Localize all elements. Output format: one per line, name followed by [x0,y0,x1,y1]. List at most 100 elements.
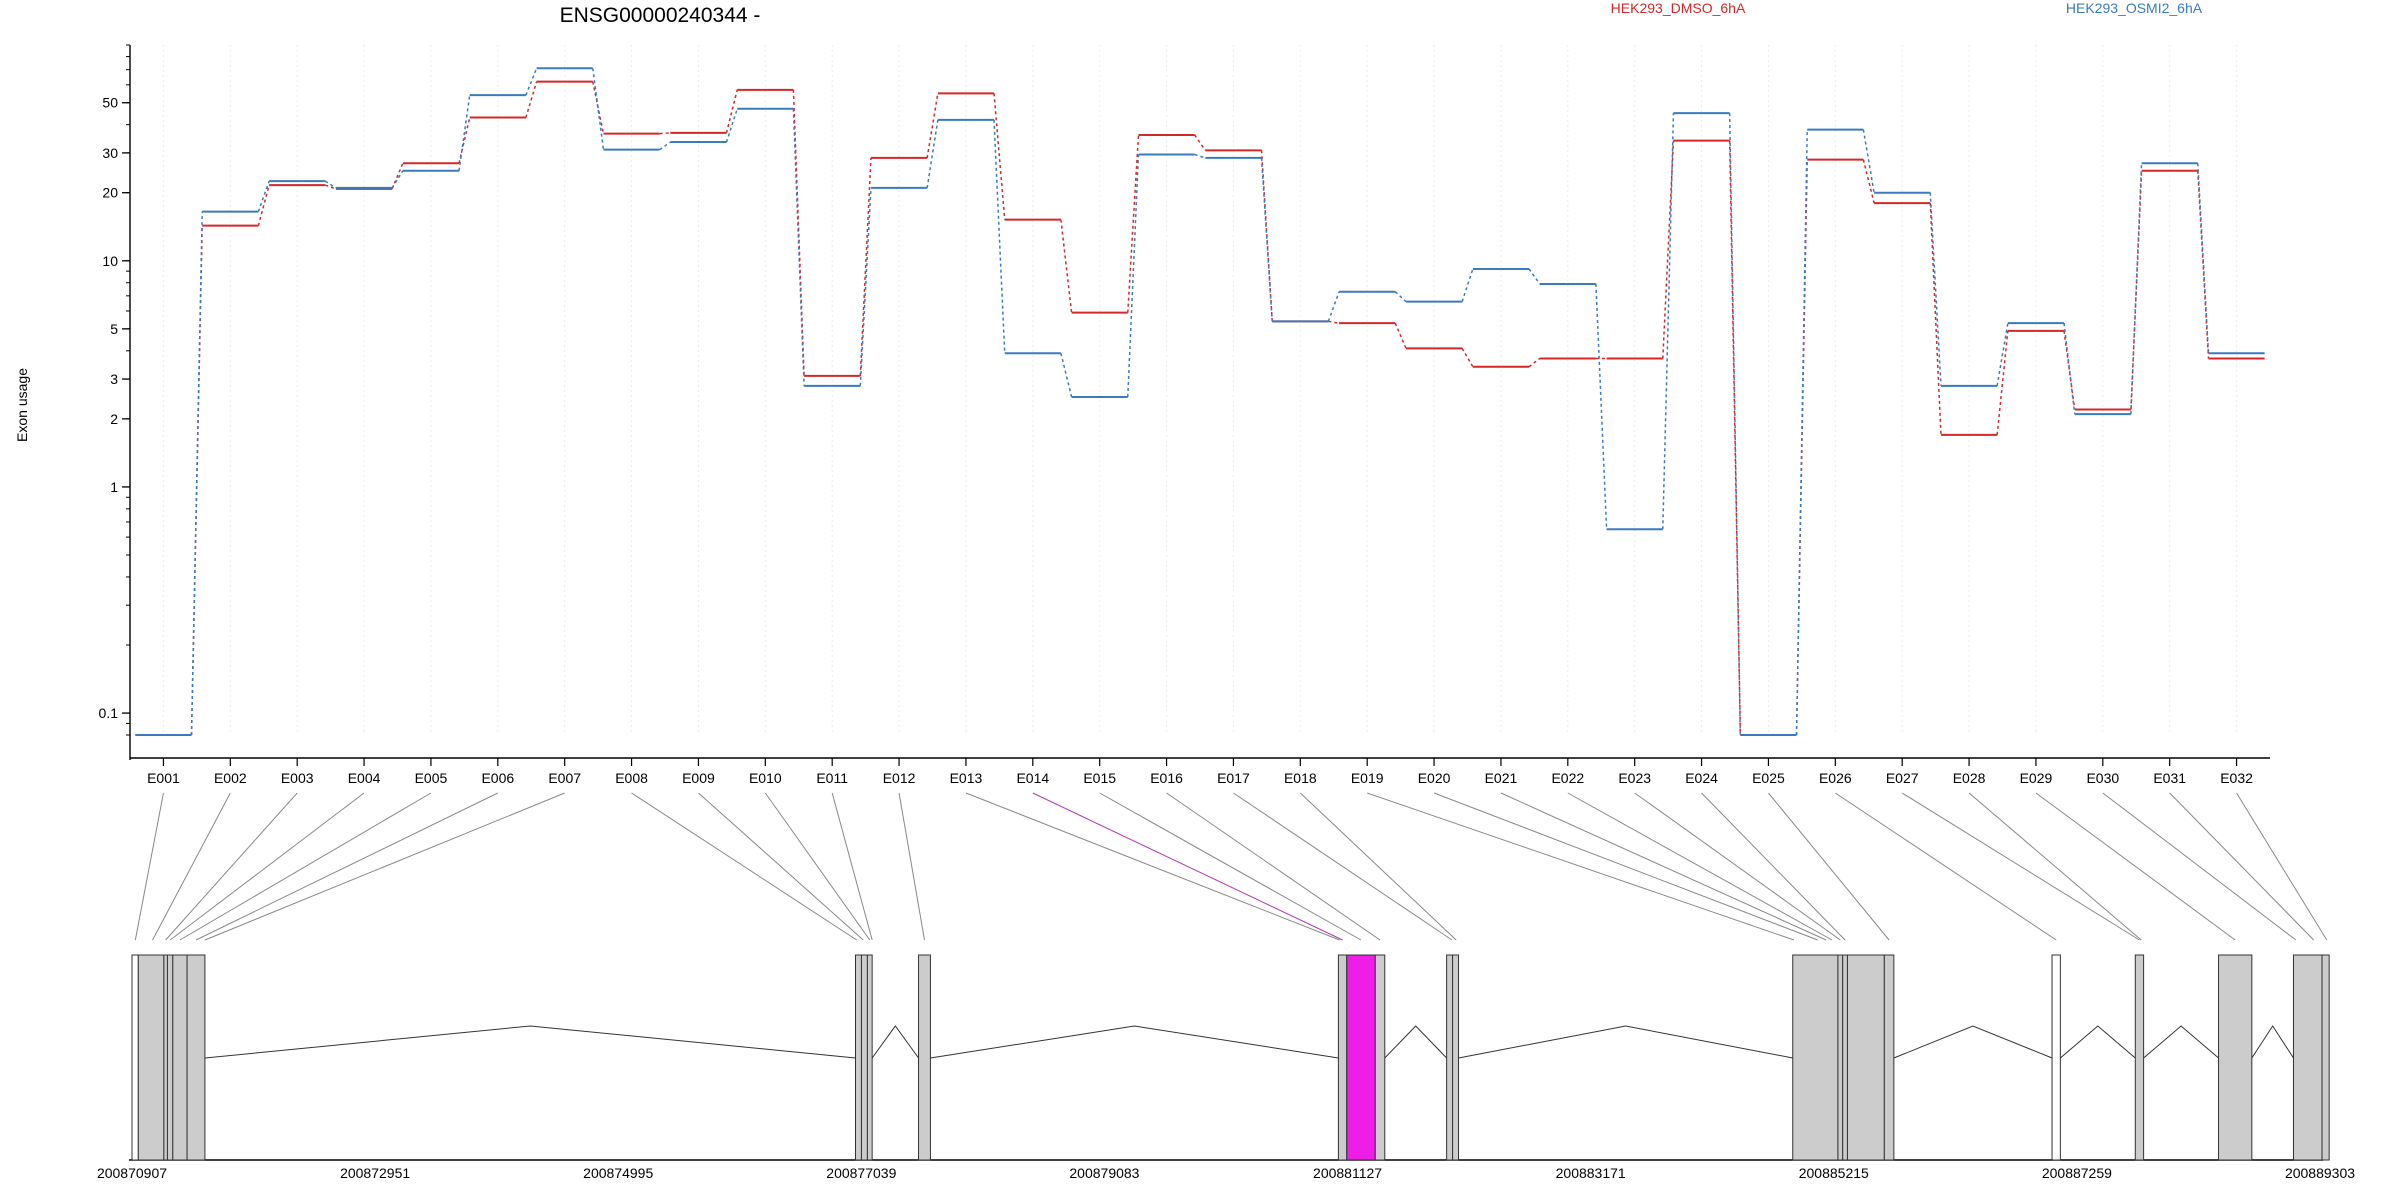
x-tick-label: E004 [348,770,381,786]
connector-line [1127,134,1140,313]
grid-layer [162,45,2238,735]
connector-line [257,184,270,226]
y-tick-label: 20 [102,185,118,201]
exon-box [166,954,174,1161]
exon-link-line [898,792,925,941]
gene-model: 200870907 200872951 200874995 200877039 2008… [97,954,2355,1181]
coordinate-label: 200889303 [2285,1165,2355,1181]
x-tick-label: E022 [1551,770,1584,786]
legend-entry-dmso: HEK293_DMSO_6hA [1611,0,1746,16]
connector-line [1862,159,1875,204]
connector-line [1728,113,1742,736]
exon-link-line [152,792,231,941]
x-tick-label: E024 [1685,770,1718,786]
coordinate-label: 200870907 [97,1165,167,1181]
series-1 [135,67,2265,736]
x-tick-label: E001 [147,770,180,786]
exon-link-line [165,792,298,941]
exon-link-line [2102,792,2297,941]
connector-line [592,81,605,134]
exon-link-line [169,792,365,941]
exon-box [1883,954,1895,1161]
connector-line [1127,154,1140,397]
connector-line [190,211,203,736]
intron-line [2060,1025,2136,1059]
connector-line [1060,353,1073,398]
connector-line [391,170,404,189]
connector-line [2130,170,2143,410]
connector-line [2130,163,2143,415]
exon-link-line [1835,792,2057,941]
exon-link-layer [134,792,2328,941]
exon-box [1837,954,1844,1161]
intron-line [1458,1025,1793,1059]
exon-box [1842,954,1848,1161]
connector-line [325,184,337,190]
x-tick-label: E023 [1618,770,1651,786]
exon-box [860,954,868,1161]
x-tick-label: E030 [2086,770,2119,786]
connector-line [391,162,404,190]
exon-link-line [965,792,1340,941]
x-tick-label: E003 [281,770,314,786]
exon-link-line [1166,792,1381,941]
exon-link-line [1968,792,2142,941]
exon-link-line [1567,792,1833,941]
connector-line [1060,219,1073,313]
x-tick-label: E009 [682,770,715,786]
x-tick-label: E017 [1217,770,1250,786]
connector-line [525,81,538,118]
connector-line [2197,163,2210,354]
exon-box [855,954,862,1161]
exon-link-line [1299,792,1457,941]
connector-line [1328,320,1340,324]
x-tick-label: E025 [1752,770,1785,786]
connector-line [1862,129,1875,193]
connector-line [1260,157,1273,322]
connector-line [525,68,538,96]
exon-link-line [134,792,164,941]
connector-line [1662,140,1675,359]
intron-line [2251,1025,2294,1059]
exon-link-line [698,792,864,941]
intron-line [1893,1025,2053,1059]
coordinate-label: 200881127 [1313,1165,1382,1181]
connector-line [993,119,1006,354]
coordinate-label: 200872951 [340,1165,410,1181]
x-tick-label: E014 [1016,770,1049,786]
exon-link-line [1701,792,1846,941]
connector-line [1528,268,1541,285]
exon-box [1792,954,1839,1161]
x-tick-label: E002 [214,770,247,786]
connector-line [1394,291,1407,303]
connector-line [458,95,471,171]
intron-line [204,1025,856,1059]
exon-box [866,954,873,1161]
exon-box [1337,954,1348,1161]
connector-line [2197,170,2210,359]
y-tick-label: 10 [102,253,118,269]
exon-link-line [1500,792,1827,941]
coordinate-label: 200887259 [2042,1165,2112,1181]
exon-link-line [1901,792,2140,941]
exon-link-line [2236,792,2328,941]
connector-line [1929,203,1942,435]
connector-line [1996,323,2009,386]
exon-link-line [195,792,499,941]
series-0 [135,80,2265,736]
exon-box [2321,954,2330,1161]
intron-line [1384,1025,1447,1059]
exon-link-line [179,792,432,941]
x-tick-label: E006 [481,770,514,786]
exon-link-line [764,792,871,941]
x-tick-label: E016 [1150,770,1183,786]
x-tick-label: E027 [1886,770,1919,786]
y-axis-label: Exon usage [14,368,30,442]
y-tick-label: 0.1 [99,705,119,721]
y-tick-label: 3 [110,371,118,387]
connector-line [257,180,270,212]
x-tick-label: E018 [1284,770,1317,786]
x-tick-label: E015 [1083,770,1116,786]
exon-box [186,954,206,1161]
